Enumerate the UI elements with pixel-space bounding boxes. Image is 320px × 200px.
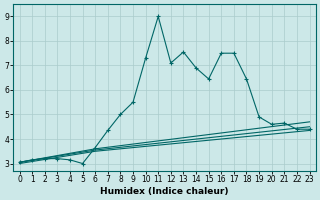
X-axis label: Humidex (Indice chaleur): Humidex (Indice chaleur) (100, 187, 229, 196)
